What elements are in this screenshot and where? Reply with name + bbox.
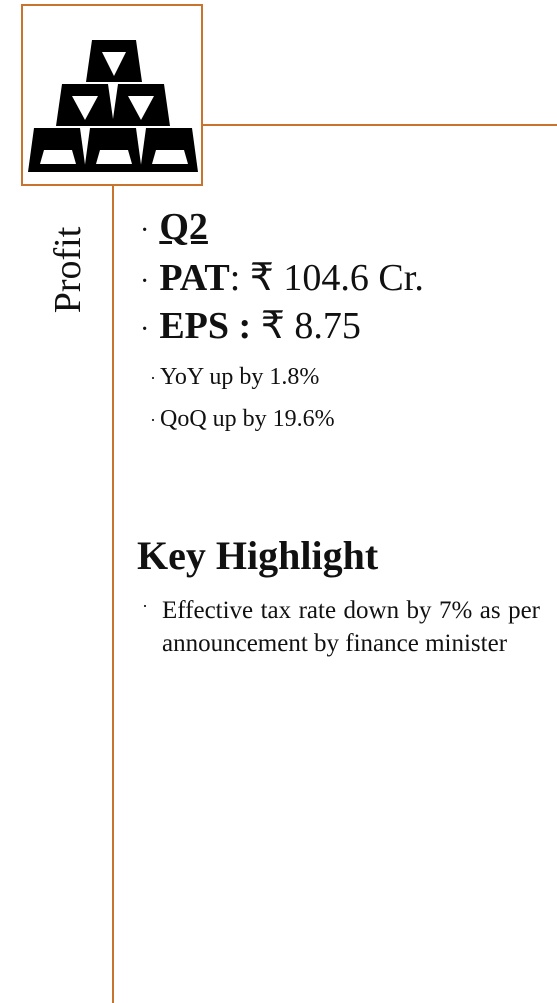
bullet-dot: · xyxy=(142,596,148,616)
bullet-label: Q2 xyxy=(159,206,208,248)
bullet-text: ₹ 8.75 xyxy=(251,305,361,347)
sub-bullet-text: QoQ up by 19.6% xyxy=(160,406,335,432)
bullet-label: EPS : xyxy=(159,305,252,347)
bullet: · PAT: ₹ 104.6 Cr. xyxy=(140,257,424,299)
bullet-text: : ₹ 104.6 Cr. xyxy=(229,257,424,299)
section-title: Profit xyxy=(47,226,89,314)
bullet: · Q2 xyxy=(140,206,208,248)
gold-bars-icon xyxy=(28,40,198,172)
bullet-label: PAT xyxy=(159,257,230,299)
sub-bullet: · QoQ up by 19.6% xyxy=(150,406,335,432)
sub-bullet: · YoY up by 1.8% xyxy=(150,364,320,390)
bullet: · EPS : ₹ 8.75 xyxy=(140,305,361,347)
highlight-text: Effective tax rate down by 7% as per ann… xyxy=(162,597,540,657)
sub-bullet-text: YoY up by 1.8% xyxy=(160,364,320,390)
highlight-heading: Key Highlight xyxy=(137,533,379,578)
